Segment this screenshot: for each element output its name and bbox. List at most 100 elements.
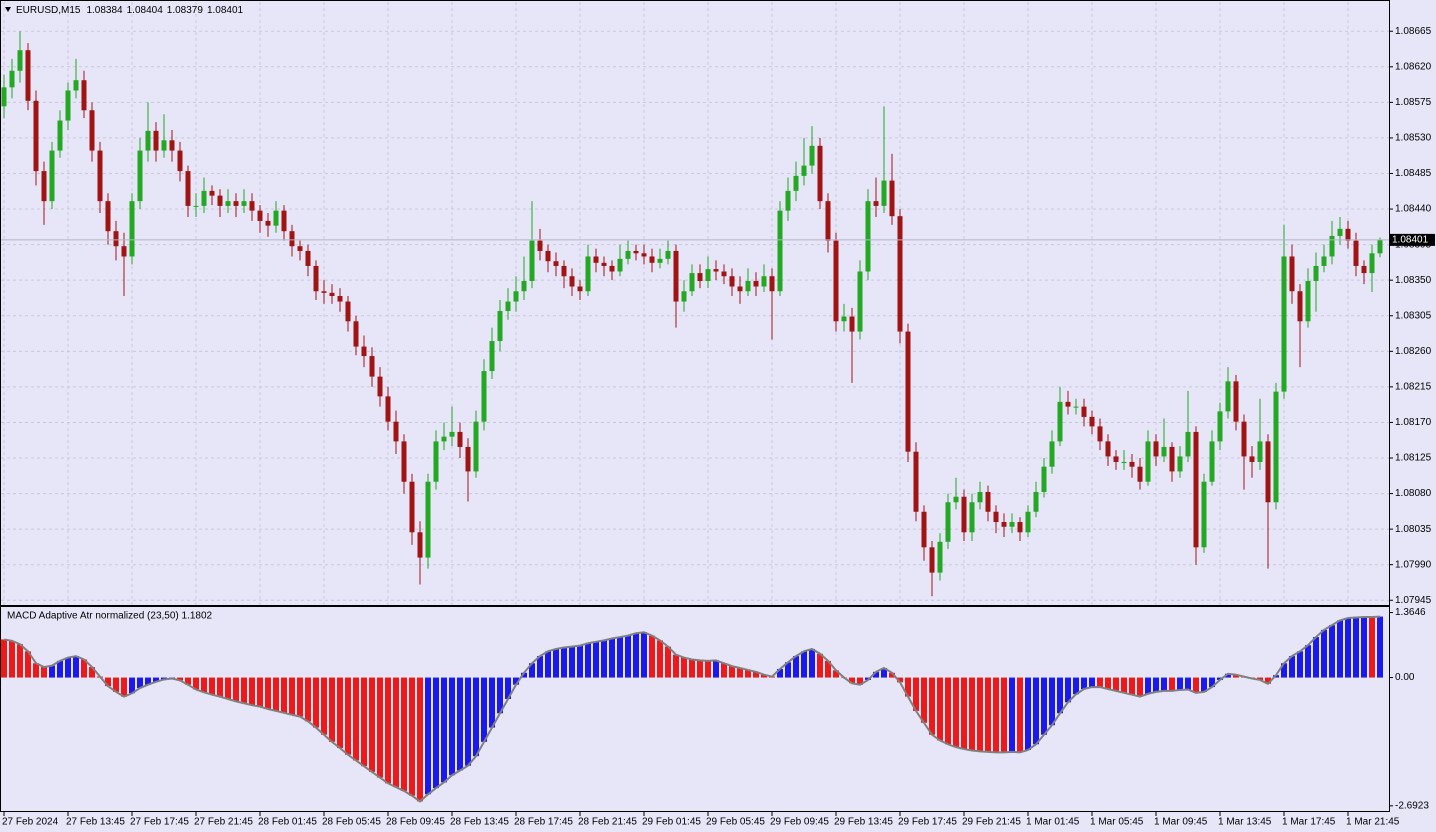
candle-body bbox=[441, 436, 447, 442]
histogram-bar bbox=[577, 645, 583, 678]
candle-body bbox=[1161, 446, 1167, 457]
candle-body bbox=[833, 240, 839, 322]
candle-body bbox=[1273, 391, 1279, 503]
candle-body bbox=[705, 269, 711, 281]
candle-body bbox=[649, 256, 655, 263]
histogram-bar bbox=[145, 677, 151, 685]
candle-body bbox=[1225, 381, 1231, 412]
x-tick-label: 28 Feb 09:45 bbox=[386, 817, 445, 828]
histogram-bar bbox=[1033, 677, 1039, 745]
collapse-arrow[interactable] bbox=[5, 7, 11, 12]
candle-body bbox=[753, 280, 759, 287]
candle-body bbox=[681, 291, 687, 302]
candle-body bbox=[401, 441, 407, 482]
candle-body bbox=[209, 190, 215, 196]
histogram-bar bbox=[457, 677, 463, 771]
candle-body bbox=[537, 240, 543, 251]
price-tag-label: 1.08401 bbox=[1392, 235, 1429, 246]
last-close: 1.08401 bbox=[207, 5, 244, 16]
candle-body bbox=[1129, 461, 1135, 467]
candle-body bbox=[329, 292, 335, 296]
candle-body bbox=[1065, 401, 1071, 407]
candle-body bbox=[1201, 481, 1207, 548]
candle-body bbox=[265, 220, 271, 226]
candle-body bbox=[1185, 431, 1191, 457]
histogram-bar bbox=[353, 677, 359, 761]
histogram-bar bbox=[585, 643, 591, 678]
histogram-bar bbox=[209, 677, 215, 695]
candle-body bbox=[473, 421, 479, 472]
candle-body bbox=[1249, 456, 1255, 462]
candle-body bbox=[521, 280, 527, 292]
candle-body bbox=[969, 502, 975, 533]
histogram-bar bbox=[361, 677, 367, 767]
histogram-bar bbox=[681, 657, 687, 678]
candle-body bbox=[393, 421, 399, 442]
candle-body bbox=[737, 286, 743, 292]
histogram-bar bbox=[649, 635, 655, 678]
candle-body bbox=[953, 496, 959, 503]
candle-body bbox=[457, 431, 463, 447]
candle-body bbox=[249, 201, 255, 211]
candle-body bbox=[1241, 421, 1247, 457]
histogram-bar bbox=[1081, 677, 1087, 689]
candle-body bbox=[609, 265, 615, 272]
axes-layer: 1.08665 1.08620 1.08575 1.08530 1.08485 1.084… bbox=[2, 26, 1435, 828]
histogram-bar bbox=[1049, 677, 1055, 726]
candle-body bbox=[257, 210, 263, 221]
histogram-bar bbox=[1121, 677, 1127, 693]
histogram-bar bbox=[1001, 677, 1007, 753]
histogram-bar bbox=[65, 657, 71, 678]
histogram-bar bbox=[809, 648, 815, 678]
candle-body bbox=[121, 246, 127, 257]
histogram-bar bbox=[177, 677, 183, 681]
indicator-pane-frame bbox=[0, 606, 1390, 812]
candle-body bbox=[313, 265, 319, 292]
candle-body bbox=[321, 291, 327, 293]
candle-body bbox=[769, 276, 775, 292]
histogram-bar bbox=[81, 659, 87, 678]
histogram-bar bbox=[297, 677, 303, 717]
candle-body bbox=[913, 451, 919, 512]
candle-body bbox=[25, 50, 31, 101]
last-low: 1.08379 bbox=[167, 5, 204, 16]
histogram-bar bbox=[1097, 677, 1103, 688]
candle-body bbox=[1369, 253, 1375, 274]
histogram-bar bbox=[1177, 677, 1183, 690]
candle-body bbox=[225, 201, 231, 206]
histogram-bar bbox=[553, 648, 559, 678]
price-tag bbox=[1389, 233, 1435, 246]
candle-body bbox=[1001, 522, 1007, 527]
x-tick-label: 1 Mar 13:45 bbox=[1218, 817, 1272, 828]
candle-body bbox=[425, 481, 431, 558]
candle-body bbox=[641, 253, 647, 257]
histogram-bar bbox=[929, 677, 935, 735]
histogram-bar bbox=[545, 651, 551, 678]
candle-body bbox=[105, 201, 111, 232]
candle-body bbox=[1297, 291, 1303, 322]
histogram-bar bbox=[89, 667, 95, 678]
histogram-bar bbox=[537, 656, 543, 678]
histogram-bar bbox=[569, 646, 575, 678]
candle-body bbox=[985, 491, 991, 512]
histogram-bar bbox=[273, 677, 279, 711]
candle-body bbox=[905, 331, 911, 452]
last-open: 1.08384 bbox=[86, 5, 123, 16]
histogram-bar bbox=[1233, 674, 1239, 678]
candle-body bbox=[201, 190, 207, 206]
histogram-bar bbox=[33, 663, 39, 678]
histogram-bar bbox=[897, 677, 903, 683]
histogram-bar bbox=[193, 677, 199, 690]
histogram-bar bbox=[505, 677, 511, 699]
candle-body bbox=[977, 491, 983, 503]
histogram-bar bbox=[281, 677, 287, 713]
histogram-bar bbox=[489, 677, 495, 728]
candle-body bbox=[1193, 431, 1199, 548]
histogram-bar bbox=[1209, 677, 1215, 688]
candle-body bbox=[809, 145, 815, 166]
candle-body bbox=[1105, 441, 1111, 457]
histogram-bar bbox=[665, 646, 671, 678]
histogram-bar bbox=[1289, 656, 1295, 678]
candle-body bbox=[1377, 239, 1383, 254]
histogram-bar bbox=[329, 677, 335, 742]
